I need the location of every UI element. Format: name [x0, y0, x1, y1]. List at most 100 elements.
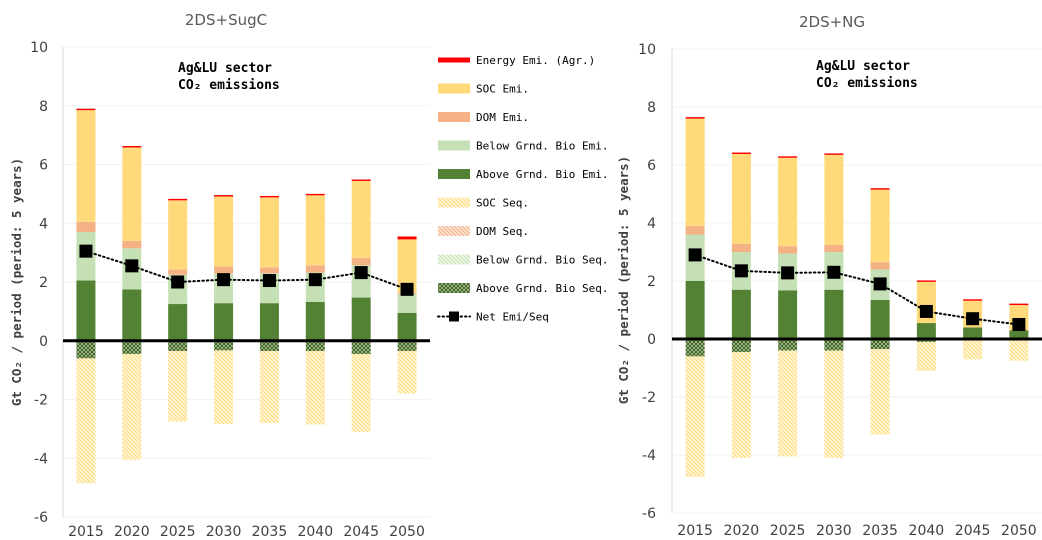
net-line — [688, 248, 1026, 331]
bar-soc-emi — [305, 195, 325, 266]
bar-ag-emi — [1009, 330, 1029, 339]
bar-energy — [397, 236, 417, 240]
legend-label: Below Grnd. Bio Emi. — [476, 140, 608, 153]
bar-energy — [963, 299, 983, 301]
y-tick-label: 2 — [39, 275, 48, 291]
legend-swatch — [438, 283, 470, 293]
net-marker — [873, 277, 887, 291]
legend-swatch — [438, 112, 470, 122]
net-marker — [1012, 318, 1026, 331]
legend-swatch — [438, 57, 470, 63]
net-marker — [919, 304, 933, 318]
bar-soc-seq — [351, 353, 371, 432]
y-tick-label: 0 — [647, 332, 656, 348]
bar-soc-emi — [870, 189, 890, 263]
net-marker — [217, 273, 231, 287]
bar-soc-seq — [259, 351, 279, 423]
legend-item-ag-seq: Above Grnd. Bio Seq. — [438, 282, 608, 295]
bar-dom-emi — [122, 240, 142, 249]
x-tick-label: 2045 — [955, 523, 991, 539]
bar-dom-emi — [168, 269, 188, 275]
legend-swatch — [438, 254, 470, 265]
bar-dom-emi — [305, 265, 325, 273]
x-axis: 2015 2020 2025 2030 2035 2040 2045 2050 — [68, 524, 425, 540]
bar-ag-emi — [916, 323, 936, 339]
bar-ag-seq — [397, 340, 417, 352]
bar-soc-seq — [778, 350, 798, 457]
legend-marker — [449, 311, 459, 322]
bar-dom-emi — [870, 262, 890, 270]
legend-label: Above Grnd. Bio Emi. — [476, 168, 608, 181]
bar-ag-emi — [870, 299, 890, 339]
bar-soc-emi — [214, 196, 234, 267]
bar-ag-emi — [778, 290, 798, 339]
legend-item-dom-emi: DOM Emi. — [438, 111, 529, 124]
bar-soc-emi — [824, 154, 844, 245]
x-tick-label: 2035 — [252, 524, 288, 540]
legend-item-dom-seq: DOM Seq. — [438, 225, 529, 238]
net-line — [79, 244, 414, 296]
bar-energy — [870, 188, 890, 190]
legend-label: DOM Emi. — [476, 111, 529, 124]
legend-swatch — [438, 226, 470, 236]
annotation-line-1: Ag&LU sector — [816, 59, 910, 74]
y-tick-label: -6 — [34, 510, 48, 526]
bar-soc-emi — [778, 157, 798, 247]
bar-energy — [122, 145, 142, 148]
bar-energy — [778, 156, 798, 158]
bar-soc-emi — [168, 200, 188, 270]
bar-ag-seq — [122, 340, 142, 354]
y-tick-label: 10 — [30, 40, 48, 56]
legend-label: Below Grnd. Bio Seq. — [476, 254, 608, 267]
bar-ag-seq — [824, 339, 844, 351]
annotation-line-2: CO₂ emissions — [178, 78, 280, 93]
bar-soc-emi — [685, 118, 705, 226]
net-marker — [827, 265, 841, 279]
net-marker — [688, 248, 702, 262]
legend-swatch — [438, 197, 470, 208]
bar-soc-seq — [122, 353, 142, 460]
bar-soc-seq — [731, 352, 751, 458]
y-tick-label: 8 — [647, 100, 656, 116]
bar-dom-emi — [731, 243, 751, 252]
bar-ag-emi — [824, 289, 844, 339]
bar-ag-emi — [76, 280, 96, 341]
net-marker — [734, 264, 748, 278]
bar-ag-emi — [685, 281, 705, 339]
x-tick-label: 2030 — [206, 524, 242, 540]
legend-swatch — [438, 83, 470, 94]
bar-soc-seq — [824, 350, 844, 458]
x-tick-label: 2045 — [343, 524, 379, 540]
bar-ag-emi — [963, 327, 983, 339]
x-tick-label: 2040 — [909, 523, 945, 539]
bar-ag-emi — [168, 304, 188, 341]
x-tick-label: 2050 — [1001, 523, 1037, 539]
bar-soc-seq — [963, 340, 983, 360]
legend-item-net: Net Emi/Seq — [437, 311, 549, 324]
bar-ag-emi — [214, 303, 234, 341]
bar-soc-seq — [397, 351, 417, 394]
legend-label: Net Emi/Seq — [476, 311, 549, 324]
bar-soc-emi — [731, 153, 751, 244]
legend-label: SOC Seq. — [476, 197, 529, 210]
x-tick-label: 2030 — [816, 523, 852, 539]
bar-energy — [168, 198, 188, 201]
net-marker — [125, 259, 139, 273]
bar-energy — [824, 153, 844, 155]
bar-ag-seq — [168, 340, 188, 352]
legend-item-ag-emi: Above Grnd. Bio Emi. — [438, 168, 608, 181]
net-marker — [171, 275, 185, 289]
annotation-line-2: CO₂ emissions — [816, 76, 918, 91]
chart-2ds-ng: 2DS+NG Gt CO₂ / period (period: 5 years)… — [616, 13, 1042, 539]
net-marker — [400, 282, 414, 296]
bars — [685, 117, 1029, 477]
bar-energy — [259, 195, 279, 198]
x-tick-label: 2020 — [724, 523, 760, 539]
y-tick-label: -2 — [642, 390, 656, 406]
bar-soc-emi — [259, 197, 279, 268]
bar-soc-seq — [305, 351, 325, 425]
bar-ag-seq — [259, 340, 279, 352]
y-axis-label: Gt CO₂ / period (period: 5 years) — [9, 158, 24, 406]
legend-label: SOC Emi. — [476, 83, 529, 96]
